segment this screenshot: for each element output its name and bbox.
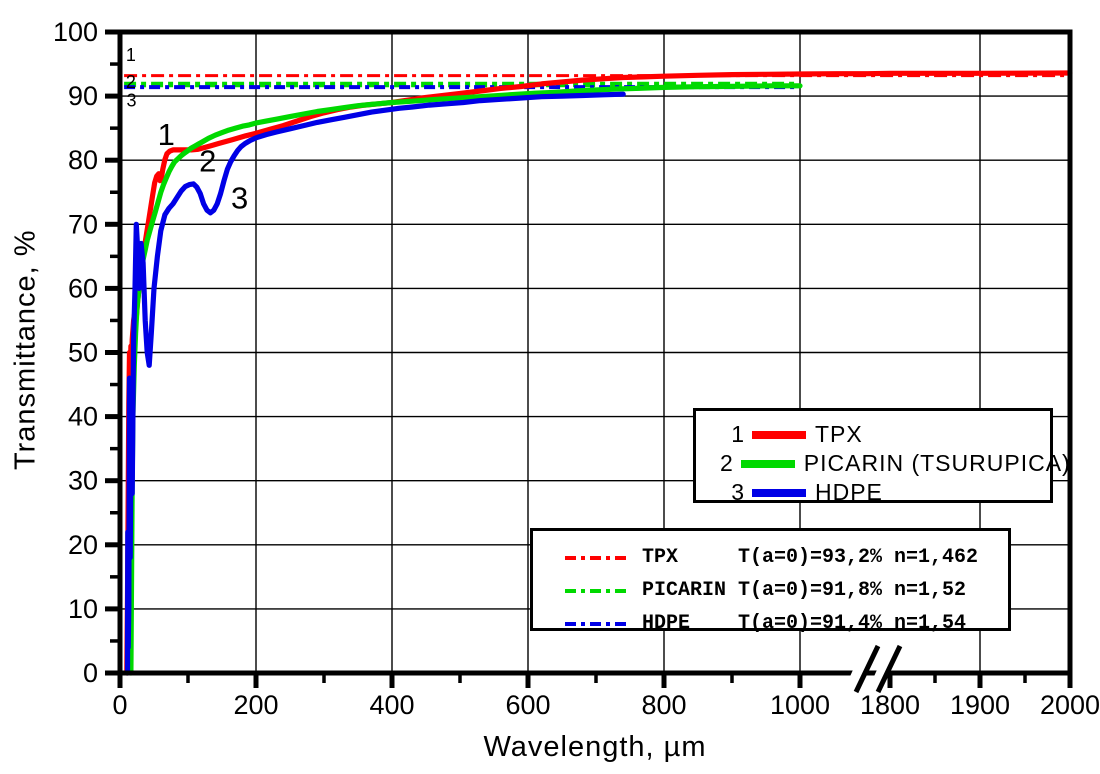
reference-index-label: 3 [127,91,137,111]
legend-item: 3 HDPE [720,478,1050,507]
fit-parameters-legend: TPX T(a=0)=93,2% n=1,462 PICARIN T(a=0)=9… [530,528,1011,635]
y-tick-label: 50 [68,338,98,368]
fit-legend-text: PICARIN T(a=0)=91,8% n=1,52 [642,579,967,602]
legend-entry-number: 1 [731,421,744,447]
reference-index-label: 1 [126,45,136,65]
reference-index-label: 2 [126,72,136,92]
fit-legend-item: PICARIN T(a=0)=91,8% n=1,52 [565,574,1008,607]
y-tick-label: 80 [68,145,98,175]
curve-hdpe [124,91,626,676]
x-tick-label: 200 [233,690,278,720]
legend-line-swatch [740,459,795,468]
y-tick-label: 100 [53,17,98,47]
x-tick-label: 1000 [770,690,830,720]
legend-item: 1 TPX [720,420,1050,449]
dash-dot-swatch [565,621,627,626]
legend-entry-label: TPX [815,421,863,447]
axis-break-gap [843,642,877,696]
legend-line-swatch [752,488,806,497]
legend-entry-label: PICARIN (TSURUPICA) [803,450,1071,476]
legend-line-swatch [752,430,806,439]
legend-entry-label: HDPE [815,479,883,505]
x-tick-label: 1800 [860,690,920,720]
dash-dot-swatch [565,555,627,560]
y-tick-label: 30 [68,466,98,496]
series-legend: 1 TPX 2 PICARIN (TSURUPICA) 3 HDPE [693,408,1070,505]
x-tick-label: 0 [112,690,127,720]
x-tick-label: 2000 [1040,690,1100,720]
legend-entry-number: 2 [720,450,733,476]
axis-break-gap [867,642,901,696]
axis-break-slash [853,644,881,694]
plot-border [117,29,1073,676]
y-tick-label: 40 [68,402,98,432]
x-tick-label: 800 [641,690,686,720]
dash-dot-swatch [565,588,627,593]
fit-legend-item: HDPE T(a=0)=91,4% n=1,54 [565,607,1008,640]
curve-index-label: 1 [158,117,175,152]
curve-picarin-tsurupica- [128,83,803,676]
y-tick-label: 20 [68,530,98,560]
legend-item: 2 PICARIN (TSURUPICA) [720,449,1070,478]
legend-entry-number: 3 [731,479,744,505]
curve-index-label: 3 [231,181,248,216]
fit-legend-text: TPX T(a=0)=93,2% n=1,462 [642,546,979,569]
y-tick-label: 10 [68,594,98,624]
y-tick-label: 70 [68,209,98,239]
y-tick-label: 0 [83,658,98,688]
fit-legend-item: TPX T(a=0)=93,2% n=1,462 [565,541,1008,574]
fit-legend-text: HDPE T(a=0)=91,4% n=1,54 [642,612,967,635]
y-tick-label: 60 [68,273,98,303]
axis-break-slash [875,644,903,694]
x-tick-label: 1900 [950,690,1010,720]
x-axis-title: Wavelength, µm [483,731,707,763]
y-tick-label: 90 [68,81,98,111]
x-tick-label: 400 [369,690,414,720]
y-axis-title: Transmittance, % [9,229,42,471]
curve-index-label: 2 [199,143,216,178]
x-tick-label: 600 [505,690,550,720]
